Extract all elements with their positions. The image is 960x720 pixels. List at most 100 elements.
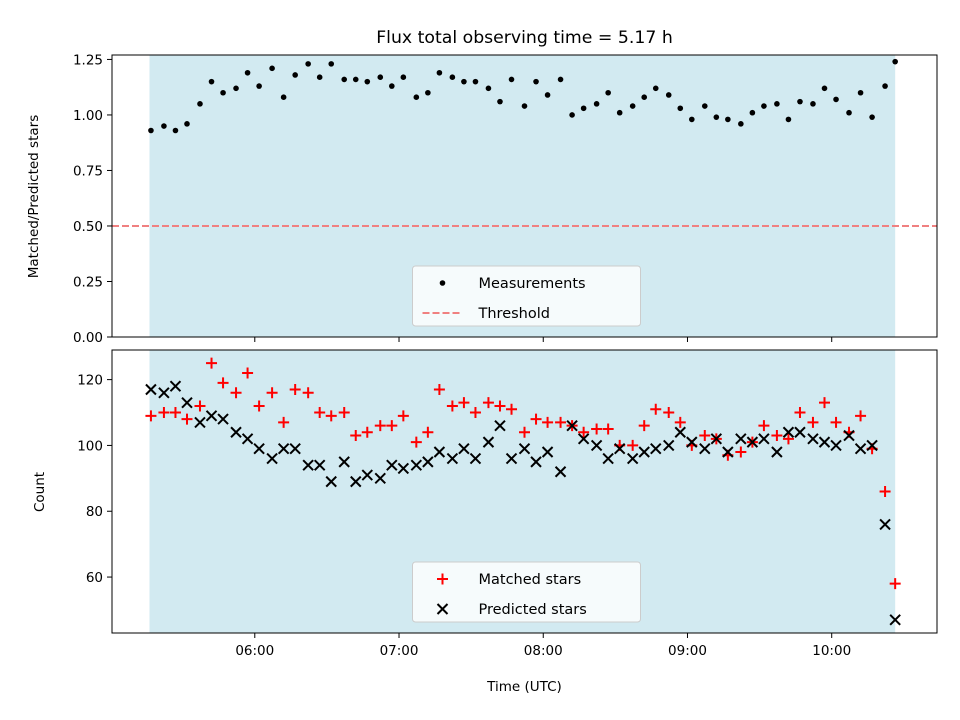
matched-star-point — [494, 400, 506, 412]
matched-star-point — [542, 416, 554, 428]
predicted-star-point — [613, 443, 626, 455]
chart-title: Flux total observing time = 5.17 h — [376, 28, 673, 48]
measurement-point — [280, 94, 287, 100]
measurement-point — [220, 89, 226, 96]
legend-marker — [437, 573, 448, 585]
matched-star-point — [169, 407, 181, 419]
matched-star-point — [289, 383, 301, 395]
matched-star-point — [350, 430, 362, 442]
predicted-star-point — [158, 387, 170, 399]
predicted-star-point — [746, 436, 759, 448]
predicted-star-point — [338, 456, 350, 468]
measurement-point — [857, 89, 864, 96]
predicted-star-point — [577, 433, 590, 445]
matched-star-point — [278, 416, 290, 428]
measurement-point — [184, 121, 190, 127]
measurement-point — [616, 109, 623, 116]
predicted-star-point — [722, 446, 734, 458]
matched-star-point — [771, 430, 783, 442]
measurement-point — [580, 105, 587, 112]
predicted-star-point — [494, 419, 506, 432]
matched-star-point — [230, 387, 242, 399]
predicted-star-point — [638, 446, 650, 458]
top-y-tick-label: 1.00 — [73, 108, 103, 124]
matched-star-point — [519, 426, 530, 438]
predicted-star-point — [686, 436, 698, 448]
matched-star-point — [758, 420, 770, 432]
measurement-point — [328, 61, 335, 67]
matched-star-point — [242, 367, 254, 379]
matched-star-point — [325, 410, 337, 422]
matched-star-point — [735, 446, 747, 458]
measurement-point — [882, 83, 888, 89]
bottom-y-tick-label: 120 — [77, 373, 103, 389]
top-y-tick-label: 0.50 — [73, 219, 103, 235]
predicted-star-point — [325, 475, 337, 488]
predicted-star-point — [807, 433, 819, 445]
matched-star-point — [374, 420, 386, 432]
matched-star-point — [530, 413, 542, 425]
predicted-star-point — [469, 452, 482, 465]
matched-star-point — [674, 416, 686, 428]
predicted-star-point — [782, 426, 795, 438]
matched-star-point — [158, 407, 170, 419]
legend-marker — [439, 280, 446, 286]
x-tick-label: 10:00 — [812, 643, 851, 659]
top-axes-frame — [111, 54, 938, 338]
predicted-star-point — [446, 452, 459, 465]
measurement-point — [352, 76, 359, 83]
matched-star-point — [578, 426, 590, 438]
top-y-axis-label: Matched/Predicted stars — [26, 115, 42, 278]
measurement-point — [665, 92, 672, 98]
measurement-point — [701, 103, 708, 109]
bottom-legend: Matched stars Predicted stars — [412, 561, 641, 623]
x-tick-label: 08:00 — [524, 643, 563, 659]
matched-star-point — [446, 400, 458, 412]
predicted-star-point — [626, 452, 639, 465]
predicted-star-point — [830, 439, 842, 452]
bottom-legend-box — [412, 561, 641, 623]
measurement-point — [774, 101, 780, 107]
predicted-star-point — [374, 472, 386, 485]
bottom-y-axis-label: Count — [32, 472, 48, 512]
matched-star-point — [782, 433, 794, 445]
measurement-point — [449, 74, 456, 81]
measurement-point — [256, 83, 262, 89]
bottom-y-tick-label: 80 — [86, 504, 103, 520]
top-legend-box — [412, 265, 641, 327]
predicted-star-point — [241, 433, 254, 445]
measurement-point — [508, 76, 515, 83]
legend-entry-label: Matched stars — [479, 572, 582, 588]
predicted-star-point — [866, 439, 878, 452]
predicted-star-point — [758, 433, 770, 445]
matched-star-point — [194, 400, 206, 412]
bottom-axes-frame — [111, 349, 938, 634]
measurement-point — [892, 58, 898, 65]
measurement-point — [208, 78, 215, 85]
measurement-point — [738, 121, 744, 127]
matched-star-point — [830, 416, 842, 428]
matched-star-point — [889, 578, 901, 590]
measurement-point — [413, 94, 420, 100]
top-y-tick-label: 1.25 — [73, 52, 103, 68]
measurement-point — [629, 103, 636, 109]
measurement-point — [377, 74, 384, 81]
measurement-point — [521, 103, 528, 109]
measurement-point — [797, 98, 803, 105]
matched-star-point — [181, 413, 193, 425]
matched-star-point — [602, 423, 614, 435]
matched-star-point — [433, 383, 445, 395]
matched-star-point — [591, 423, 603, 435]
measurement-point — [292, 72, 298, 78]
measurement-point — [364, 78, 371, 85]
predicted-star-point — [518, 443, 531, 455]
measurement-point — [652, 85, 659, 92]
predicted-star-point — [361, 469, 373, 481]
matched-star-point — [855, 410, 867, 422]
measurement-point — [497, 98, 503, 105]
matched-star-point — [819, 397, 830, 409]
predicted-star-point — [794, 426, 806, 438]
measurement-point — [436, 69, 443, 76]
predicted-star-point — [230, 426, 242, 438]
